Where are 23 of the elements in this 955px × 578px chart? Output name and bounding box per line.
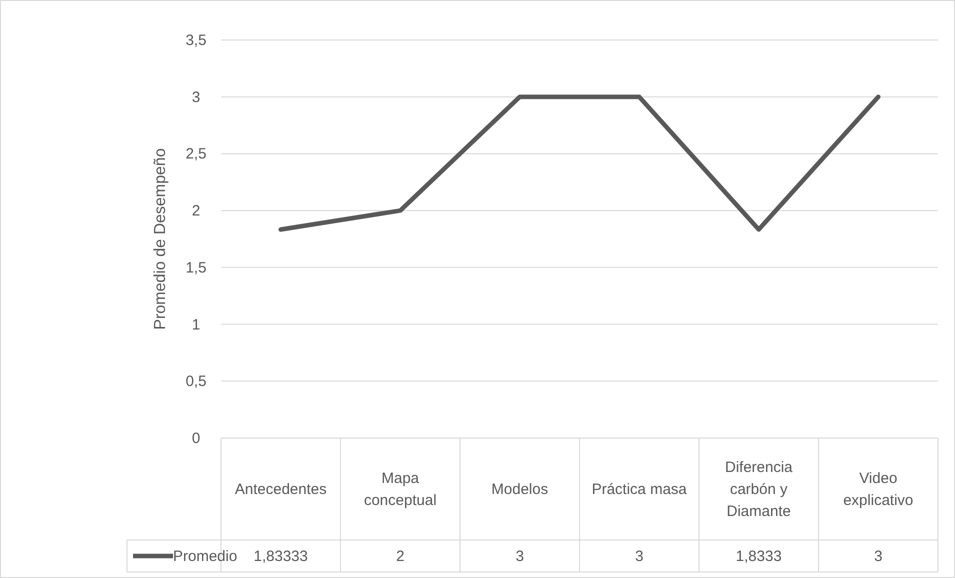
- x-tick-label: Antecedentes: [234, 481, 327, 498]
- data-label: 1,8333: [736, 548, 782, 565]
- legend-label: Promedio: [173, 548, 238, 565]
- y-tick-label: 0,5: [186, 373, 206, 390]
- x-tick-label: Video explicativo: [843, 470, 914, 509]
- line-series: [278, 94, 880, 232]
- x-tick-label: Diferencia carbón y Diamante: [724, 459, 794, 520]
- y-tick-label: 1: [192, 316, 200, 334]
- x-tick-label: Mapa conceptual: [364, 470, 437, 509]
- y-tick-label: 2,5: [186, 146, 206, 163]
- y-tick-label: 0: [192, 430, 200, 447]
- data-label: 3: [635, 548, 644, 565]
- y-tick-label: 3,5: [186, 32, 206, 49]
- data-label: 3: [874, 548, 882, 565]
- y-tick-label: 3: [192, 88, 200, 106]
- data-label: 3: [516, 548, 524, 565]
- y-tick-label: 1,5: [186, 259, 206, 276]
- x-tick-label: Práctica masa: [592, 481, 688, 498]
- data-label: 2: [396, 548, 404, 565]
- y-axis-title: Promedio de Desempeño: [152, 148, 169, 330]
- x-tick-label: Modelos: [491, 481, 548, 498]
- y-tick-label: 2: [192, 202, 200, 220]
- data-label: 1,83333: [254, 548, 308, 565]
